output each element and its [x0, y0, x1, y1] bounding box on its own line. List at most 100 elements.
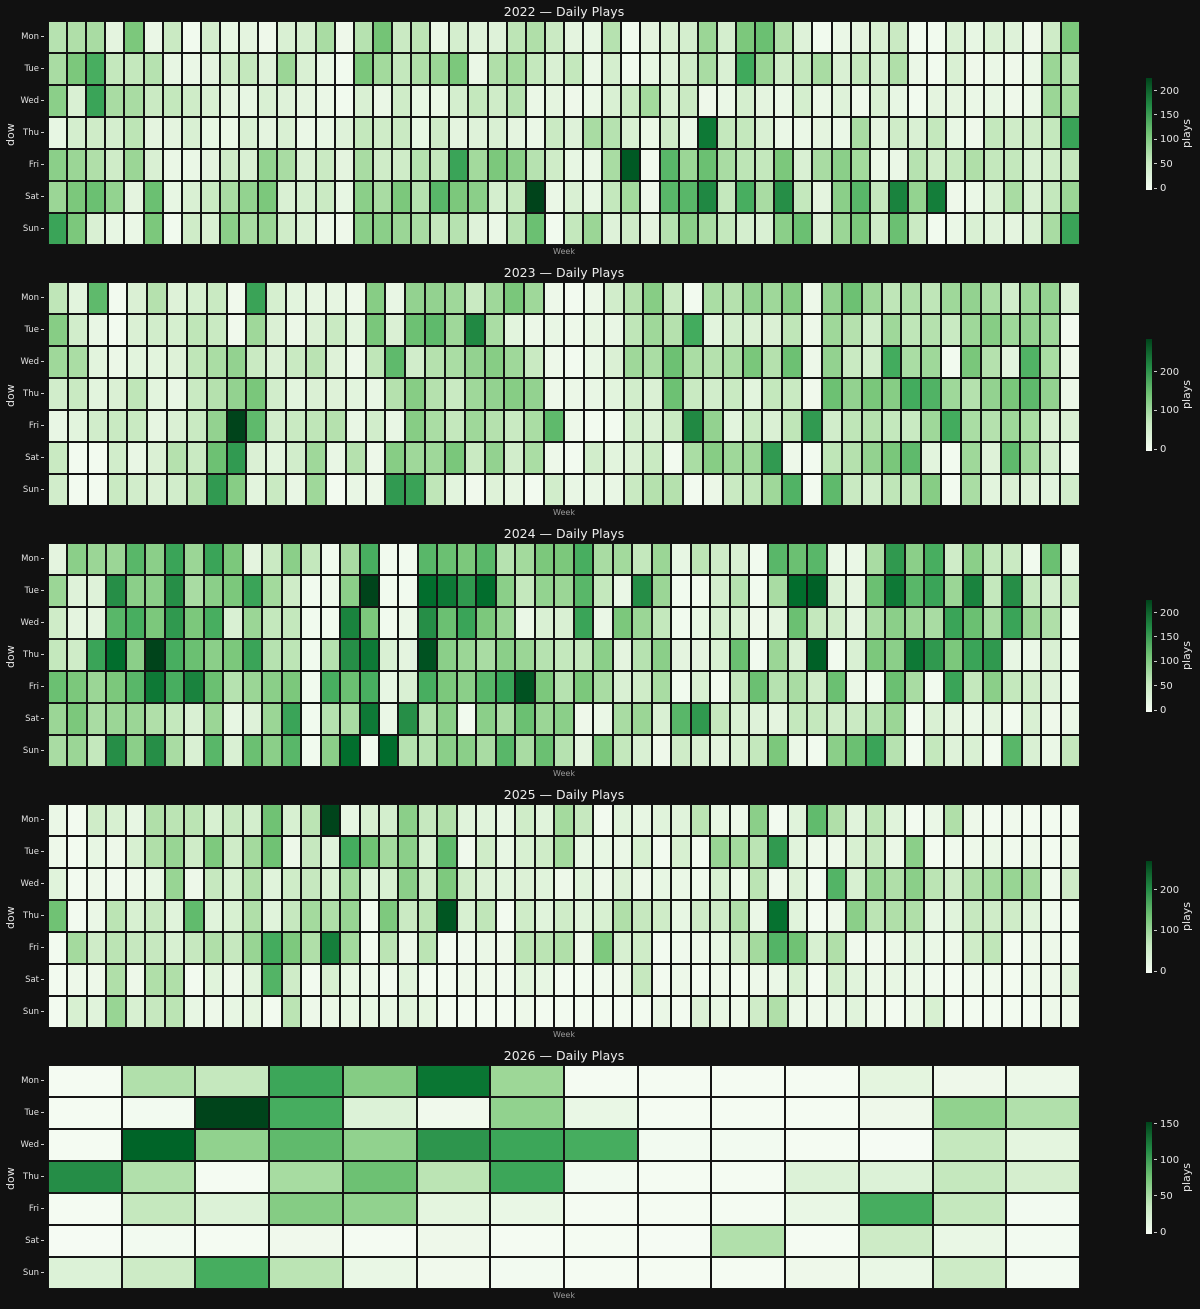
heatmap-cell [286, 474, 306, 506]
heatmap-cell [865, 836, 886, 868]
heatmap-cell [107, 346, 128, 378]
heatmap-cell [982, 932, 1003, 964]
heatmap-cell [612, 639, 633, 671]
heatmap-cell [405, 442, 426, 474]
row-label: Sat [0, 192, 44, 202]
heatmap-cell [524, 314, 545, 346]
heatmap-cell [980, 346, 1001, 378]
heatmap-cell [340, 932, 360, 964]
heatmap-cell [281, 932, 302, 964]
heatmap-cell [729, 900, 749, 932]
heatmap-cell [984, 85, 1004, 117]
heatmap-cell [941, 442, 961, 474]
heatmap-cell [1002, 836, 1022, 868]
colorbar-tick: 0 [1154, 1227, 1166, 1238]
heatmap-cell [242, 703, 263, 735]
heatmap-cell [398, 639, 418, 671]
heatmap-cell [651, 543, 672, 575]
heatmap-cell [184, 900, 204, 932]
heatmap-cell [802, 314, 822, 346]
heatmap-cell [888, 53, 908, 85]
heatmap-cell [107, 410, 128, 442]
heatmap-cell [671, 804, 691, 836]
heatmap-cell [881, 378, 902, 410]
heatmap-cell [768, 932, 788, 964]
heatmap-cell [1006, 1193, 1080, 1225]
heatmap-cell [593, 671, 613, 703]
heatmap-cell [583, 53, 603, 85]
heatmap-cell [826, 868, 847, 900]
heatmap-cell [722, 282, 743, 314]
heatmap-cell [365, 474, 386, 506]
heatmap-cell [262, 607, 282, 639]
heatmap-cell [125, 932, 146, 964]
heatmap-cell [735, 85, 756, 117]
colorbar-tick: 150 [1154, 1119, 1179, 1130]
heatmap-cell [1041, 964, 1061, 996]
heatmap-cell [48, 314, 68, 346]
heatmap-cell [637, 1129, 712, 1161]
heatmap-cell [807, 543, 827, 575]
heatmap-cell [742, 410, 763, 442]
heatmap-cell [48, 543, 68, 575]
heatmap-cell [340, 735, 360, 767]
heatmap-cell [342, 1065, 417, 1097]
heatmap-cell [48, 346, 68, 378]
heatmap-cell [869, 117, 889, 149]
heatmap-cell [678, 117, 698, 149]
heatmap-cell [865, 900, 886, 932]
heatmap-cell [563, 149, 584, 181]
heatmap-cell [1000, 442, 1021, 474]
heatmap-cell [602, 181, 622, 213]
heatmap-cell [206, 410, 227, 442]
heatmap-cell [846, 996, 866, 1028]
heatmap-cell [1041, 735, 1061, 767]
heatmap-cell [593, 575, 613, 607]
heatmap-cell [984, 117, 1004, 149]
heatmap-cell [888, 213, 908, 245]
heatmap-cell [729, 575, 749, 607]
heatmap-cell [223, 836, 243, 868]
heatmap-cell [391, 85, 412, 117]
heatmap-cell [86, 85, 106, 117]
heatmap-cell [943, 735, 964, 767]
heatmap-cell [181, 117, 201, 149]
heatmap-cell [515, 900, 535, 932]
heatmap-cell [963, 964, 983, 996]
heatmap-cell [258, 85, 278, 117]
heatmap-cell [266, 282, 287, 314]
heatmap-cell [980, 378, 1001, 410]
heatmap-cell [1041, 117, 1061, 149]
heatmap-cell [162, 53, 182, 85]
heatmap-cell [301, 575, 321, 607]
heatmap-cell [449, 21, 469, 53]
heatmap-cell [748, 804, 769, 836]
heatmap-cell [802, 346, 822, 378]
heatmap-cell [982, 607, 1003, 639]
heatmap-cell [583, 442, 604, 474]
heatmap-cell [583, 213, 603, 245]
heatmap-cell [484, 314, 505, 346]
heatmap-cell [67, 346, 88, 378]
heatmap-cell [826, 543, 847, 575]
heatmap-cell [226, 282, 247, 314]
heatmap-cell [464, 282, 485, 314]
heatmap-cell [524, 442, 545, 474]
heatmap-cell [487, 21, 507, 53]
heatmap-cell [710, 735, 730, 767]
heatmap-cell [67, 314, 88, 346]
heatmap-cell [702, 346, 723, 378]
heatmap-cell [391, 53, 412, 85]
heatmap-cell [437, 671, 457, 703]
heatmap-cell [710, 575, 730, 607]
heatmap-cell [281, 900, 302, 932]
heatmap-cell [563, 213, 584, 245]
heatmap-cell [583, 346, 604, 378]
heatmap-cell [476, 932, 496, 964]
heatmap-cell [48, 836, 68, 868]
heatmap-cell [1021, 868, 1042, 900]
heatmap-cell [487, 53, 507, 85]
heatmap-cell [301, 639, 321, 671]
heatmap-cell [901, 346, 922, 378]
heatmap-cell [1021, 543, 1042, 575]
